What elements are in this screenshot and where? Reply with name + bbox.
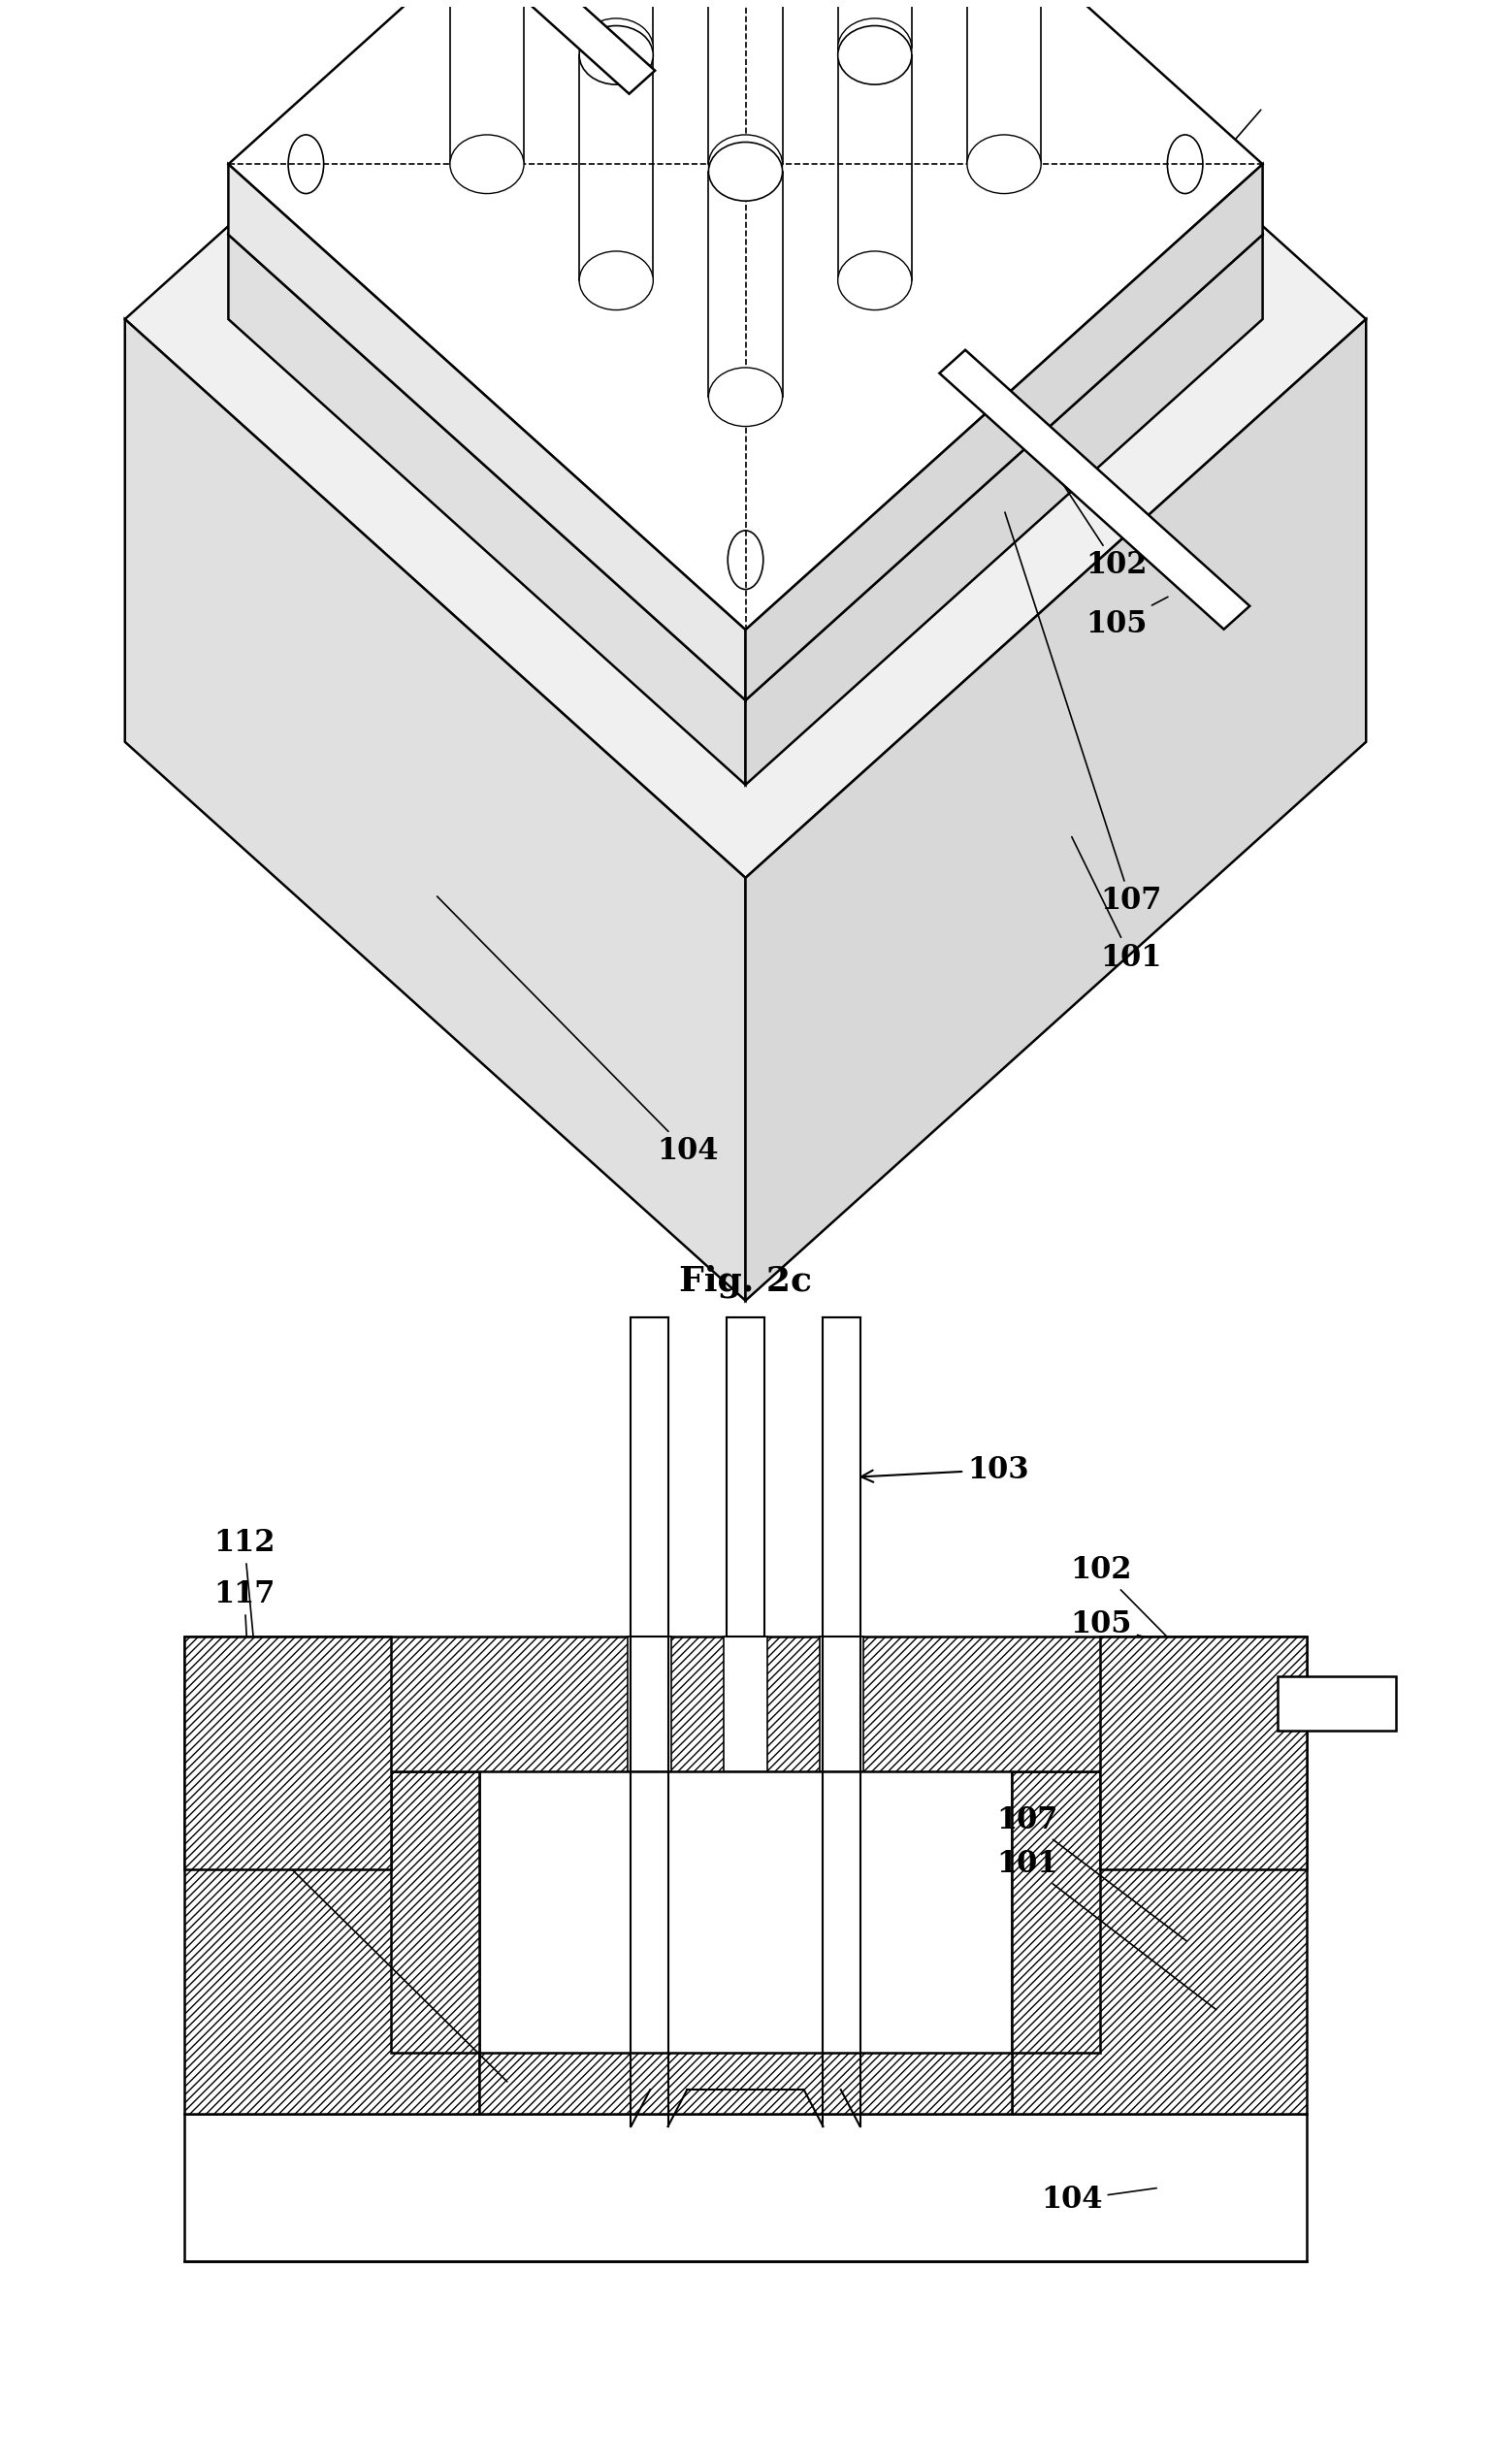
Ellipse shape [708,367,783,426]
Ellipse shape [580,251,653,310]
Text: 104: 104 [437,897,719,1165]
Ellipse shape [838,25,911,84]
Text: Fig. 2b: Fig. 2b [677,76,814,108]
Polygon shape [125,0,1366,877]
Text: 103: 103 [862,1454,1029,1486]
Ellipse shape [450,136,523,195]
Polygon shape [228,0,1263,700]
Ellipse shape [580,17,653,76]
Polygon shape [746,234,1263,784]
Bar [480,2053,1011,2114]
Text: 102: 102 [1071,1555,1232,1703]
Ellipse shape [838,17,911,76]
Text: 107: 107 [996,1806,1187,1942]
Text: 105: 105 [1085,596,1167,638]
Text: 117: 117 [213,1579,274,1843]
Text: 104: 104 [1041,2186,1157,2215]
Bar [823,1318,860,1636]
Text: 105: 105 [1071,1609,1363,1703]
Bar [1011,1772,1308,2114]
Bar [1100,1636,1308,1870]
Bar [1011,1772,1100,2053]
Bar [628,1636,671,1772]
Ellipse shape [708,136,783,195]
Polygon shape [344,0,655,94]
Polygon shape [228,234,746,784]
Polygon shape [939,350,1249,628]
Polygon shape [228,165,746,700]
Bar [183,1772,480,2114]
Bar [183,1636,1308,1772]
Text: 107: 107 [1005,513,1161,917]
Bar [183,1636,391,1870]
Bar [728,1318,763,1636]
Polygon shape [228,0,1263,631]
Bar [391,1772,480,2053]
Ellipse shape [708,143,783,202]
Text: 101: 101 [996,1848,1217,2011]
Bar [820,1636,863,1772]
Text: 102: 102 [1035,441,1147,582]
Bar [723,1636,768,1772]
Polygon shape [746,320,1366,1301]
Ellipse shape [838,251,911,310]
Ellipse shape [968,136,1041,195]
Text: 101: 101 [1072,838,1161,973]
Polygon shape [746,165,1263,700]
Text: Fig. 2c: Fig. 2c [678,1264,813,1299]
Text: 103: 103 [1011,111,1261,377]
Ellipse shape [580,25,653,84]
Text: 111: 111 [198,1794,507,2082]
Bar [631,1318,668,1636]
Bar [183,2114,1308,2262]
Bar [1278,1678,1396,1730]
Text: 112: 112 [213,1528,276,1683]
Polygon shape [125,320,746,1301]
